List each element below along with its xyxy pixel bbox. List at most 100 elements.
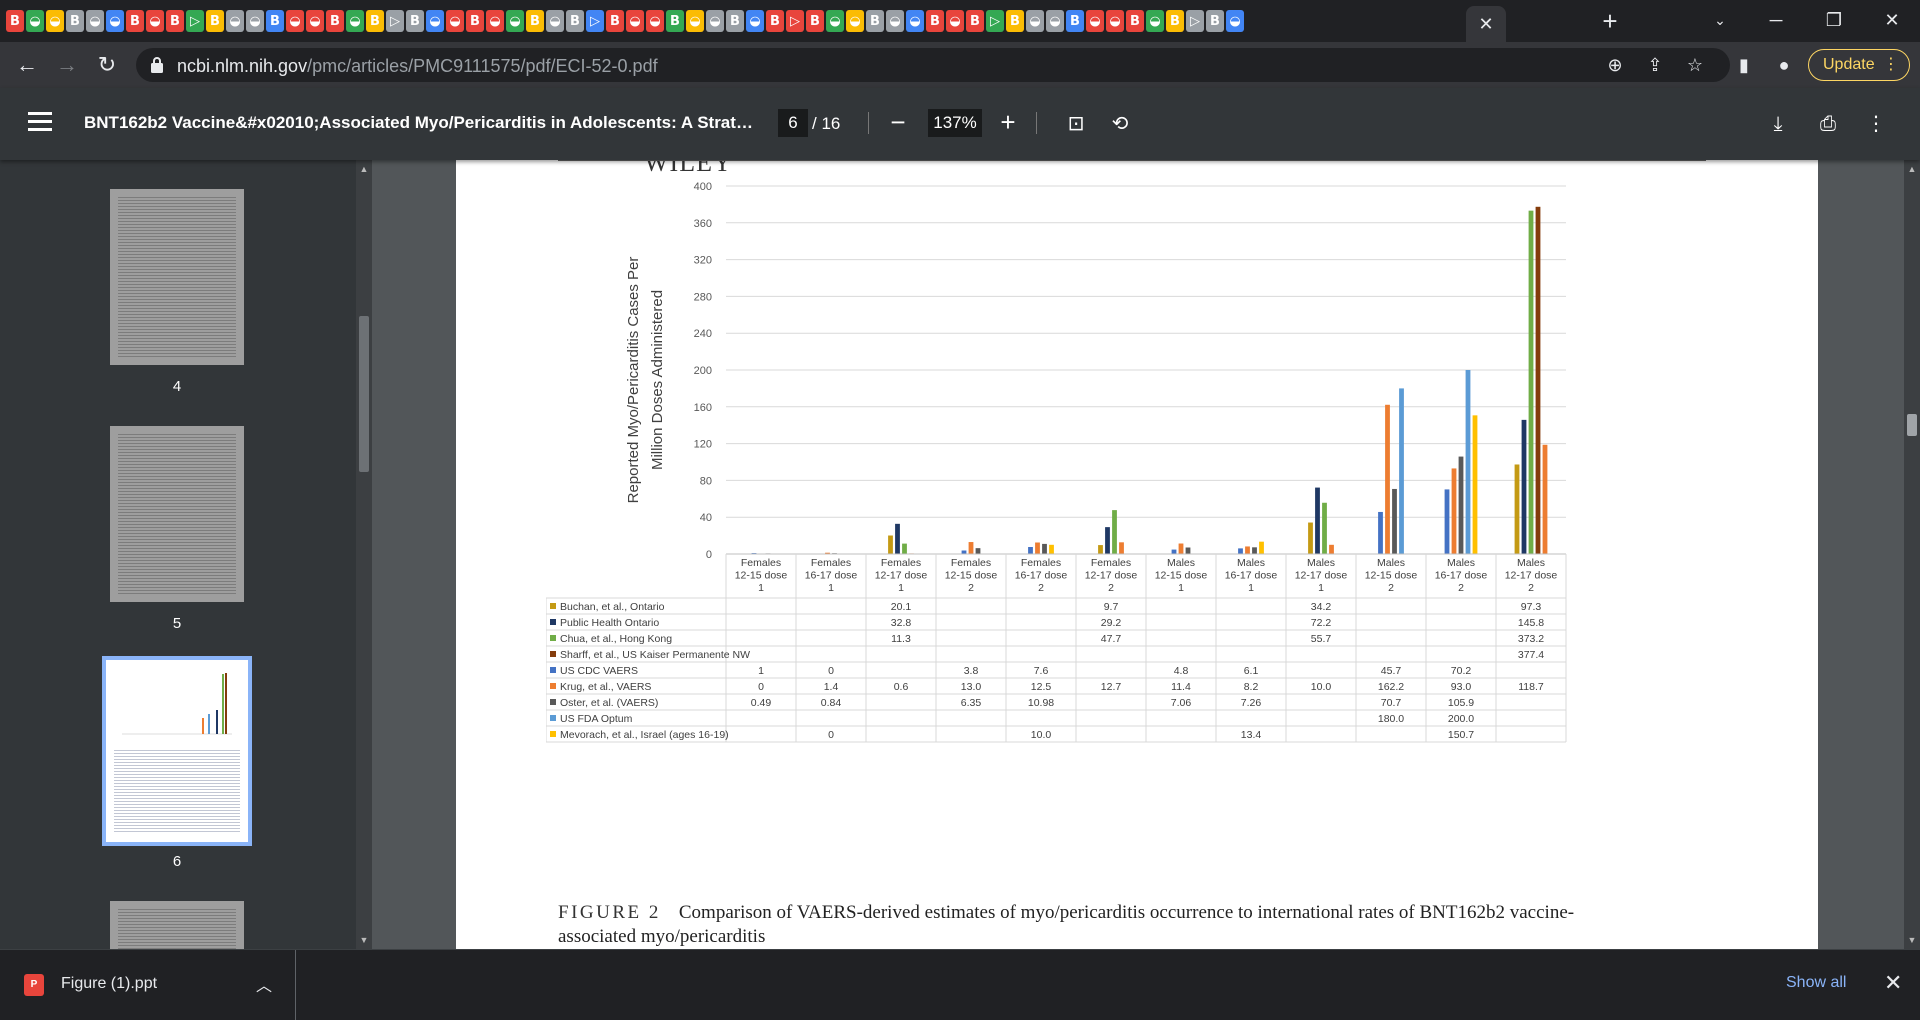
tab-favicon[interactable]: B (806, 10, 824, 32)
tab-favicon[interactable]: ◒ (1086, 10, 1104, 32)
tab-favicon[interactable]: B (926, 10, 944, 32)
print-icon[interactable]: ⎙ (1820, 113, 1836, 135)
more-options-icon[interactable]: ⋮ (1866, 113, 1886, 135)
forward-icon[interactable]: → (56, 52, 78, 77)
zoom-in-button[interactable]: + (1000, 107, 1016, 137)
page-thumbnail-5[interactable] (110, 426, 244, 602)
rotate-icon[interactable]: ⟲ (1111, 113, 1129, 135)
restore-icon[interactable]: ❐ (1825, 10, 1843, 30)
tab-favicon[interactable]: B (6, 10, 24, 32)
download-item[interactable]: P Figure (1).ppt ︿ (0, 950, 296, 1020)
tab-favicon[interactable]: ◒ (446, 10, 464, 32)
tab-favicon[interactable]: B (666, 10, 684, 32)
tab-favicon[interactable]: B (766, 10, 784, 32)
scroll-up-icon[interactable]: ▲ (359, 164, 369, 174)
tab-favicon[interactable]: ◒ (906, 10, 924, 32)
tab-favicon[interactable]: B (266, 10, 284, 32)
tab-favicon[interactable]: B (526, 10, 544, 32)
tab-favicon[interactable]: ◒ (946, 10, 964, 32)
tab-favicon[interactable]: ◒ (86, 10, 104, 32)
sidebar-menu-icon[interactable] (28, 112, 52, 132)
fit-page-icon[interactable]: ⊡ (1067, 113, 1085, 135)
tab-favicon[interactable]: ◒ (1026, 10, 1044, 32)
tab-favicon[interactable]: ◒ (1106, 10, 1124, 32)
tab-favicon[interactable]: B (1206, 10, 1224, 32)
tab-favicon[interactable]: ▷ (386, 10, 404, 32)
sidebar-scroll-thumb[interactable] (359, 316, 369, 472)
tab-favicon[interactable]: ◒ (486, 10, 504, 32)
tab-favicon[interactable]: B (466, 10, 484, 32)
tab-favicon[interactable]: ▷ (1186, 10, 1204, 32)
tab-favicon[interactable]: ◒ (546, 10, 564, 32)
reload-icon[interactable]: ↻ (97, 52, 117, 77)
tab-favicon[interactable]: B (366, 10, 384, 32)
download-icon[interactable]: ⤓ (1773, 113, 1783, 135)
scroll-up-icon[interactable]: ▲ (1907, 164, 1917, 174)
tab-favicon[interactable]: B (166, 10, 184, 32)
tab-favicon[interactable]: ◒ (286, 10, 304, 32)
side-panel-icon[interactable]: ▮ (1739, 55, 1749, 75)
tab-favicon[interactable]: B (326, 10, 344, 32)
tab-favicon[interactable]: ◒ (686, 10, 704, 32)
close-download-bar-icon[interactable]: ✕ (1884, 970, 1903, 995)
tab-favicon[interactable]: ◒ (46, 10, 64, 32)
tab-favicon[interactable]: B (1126, 10, 1144, 32)
tab-favicon[interactable]: ◒ (246, 10, 264, 32)
tab-favicon[interactable]: ◒ (146, 10, 164, 32)
tab-favicon[interactable]: B (566, 10, 584, 32)
new-tab-button[interactable]: + (1602, 6, 1618, 36)
tab-favicon[interactable]: ◒ (506, 10, 524, 32)
zoom-level-input[interactable]: 137% (928, 109, 982, 137)
sidebar-scrollbar[interactable]: ▲ ▼ (356, 160, 372, 949)
tab-favicon[interactable]: B (1166, 10, 1184, 32)
zoom-out-button[interactable]: − (890, 107, 906, 137)
tab-favicon[interactable]: ◒ (106, 10, 124, 32)
address-bar[interactable]: ncbi.nlm.nih.gov/pmc/articles/PMC9111575… (136, 48, 1730, 82)
tab-favicon[interactable]: B (406, 10, 424, 32)
tab-favicon[interactable]: ◒ (1146, 10, 1164, 32)
tab-favicon[interactable]: ◒ (746, 10, 764, 32)
page-number-input[interactable]: 6 (778, 109, 808, 137)
tab-favicon[interactable]: ◒ (626, 10, 644, 32)
page-scrollbar[interactable]: ▲ ▼ (1904, 160, 1920, 949)
minimize-icon[interactable]: ─ (1769, 10, 1783, 30)
back-icon[interactable]: ← (16, 52, 38, 77)
tab-favicon[interactable]: B (1066, 10, 1084, 32)
tab-favicon[interactable]: ◒ (306, 10, 324, 32)
tab-favicon[interactable]: ◒ (646, 10, 664, 32)
tab-favicon[interactable]: ▷ (786, 10, 804, 32)
tab-favicon[interactable]: ◒ (26, 10, 44, 32)
show-all-button[interactable]: Show all (1786, 974, 1847, 991)
scroll-down-icon[interactable]: ▼ (359, 935, 369, 945)
update-button[interactable]: Update ⋮ (1808, 49, 1910, 81)
zoom-icon[interactable]: ⊕ (1607, 55, 1623, 75)
tab-favicon[interactable]: ◒ (1046, 10, 1064, 32)
profile-icon[interactable]: ● (1778, 55, 1790, 75)
tab-favicon[interactable]: ◒ (886, 10, 904, 32)
tab-favicon[interactable]: B (966, 10, 984, 32)
page-scroll-thumb[interactable] (1907, 414, 1917, 436)
tab-favicon[interactable]: ▷ (186, 10, 204, 32)
tab-favicon[interactable]: ▷ (586, 10, 604, 32)
tab-favicon[interactable]: B (866, 10, 884, 32)
page-thumbnail-6-selected[interactable] (102, 656, 252, 846)
tab-favicon[interactable]: ◒ (706, 10, 724, 32)
tab-favicon[interactable]: ◒ (226, 10, 244, 32)
tab-favicon[interactable]: B (1006, 10, 1024, 32)
tab-favicon[interactable]: ◒ (1226, 10, 1244, 32)
tab-favicon[interactable]: ◒ (346, 10, 364, 32)
tab-search-icon[interactable]: ⌄ (1714, 12, 1726, 28)
tab-favicon[interactable]: ◒ (826, 10, 844, 32)
close-tab-icon[interactable]: ✕ (1478, 13, 1494, 34)
tab-favicon[interactable]: ◒ (426, 10, 444, 32)
chevron-up-icon[interactable]: ︿ (256, 978, 273, 995)
bookmark-star-icon[interactable]: ☆ (1686, 55, 1704, 75)
tab-favicon[interactable]: B (126, 10, 144, 32)
close-window-icon[interactable]: ✕ (1884, 10, 1900, 30)
page-thumbnail-7[interactable] (110, 901, 244, 949)
share-icon[interactable]: ⇪ (1647, 55, 1663, 75)
tab-favicon[interactable]: ▷ (986, 10, 1004, 32)
tab-favicon[interactable]: ◒ (846, 10, 864, 32)
tab-favicon[interactable]: B (206, 10, 224, 32)
active-tab[interactable]: ✕ (1466, 6, 1506, 42)
